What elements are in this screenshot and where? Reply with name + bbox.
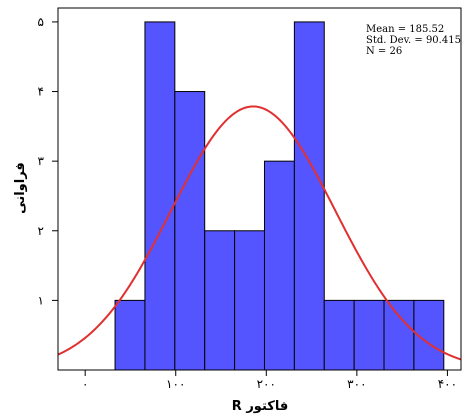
y-tick-label: ۲ (38, 224, 44, 238)
x-tick-label: ۱۰۰ (166, 377, 185, 391)
histogram-bar-4 (204, 230, 236, 371)
histogram-bar-8 (323, 299, 355, 371)
y-tick-label: ۱ (38, 293, 44, 307)
histogram-bar-5 (234, 230, 265, 371)
histogram-bar-7 (293, 21, 325, 371)
stats-n: N = 26 (366, 46, 402, 57)
x-axis-title: فاکتور R (232, 399, 288, 414)
histogram-bar-6 (263, 160, 295, 371)
histogram-bar-2 (144, 21, 176, 371)
plot-frame (57, 7, 462, 371)
x-tick-label: ۴۰۰ (438, 377, 457, 391)
x-tick-label: ۲۰۰ (257, 377, 276, 391)
histogram-bar-1 (114, 299, 146, 371)
x-tick-label: ۰ (82, 377, 88, 391)
y-tick-label: ۳ (38, 154, 45, 168)
stats-box: Mean = 185.52 Std. Dev. = 90.415 N = 26 (366, 24, 461, 57)
normal-curve (57, 105, 462, 361)
histogram-bar-10 (383, 299, 415, 371)
histogram-bar-9 (353, 299, 385, 371)
x-axis: ۰ ۱۰۰ ۲۰۰ ۳۰۰ ۴۰۰ (82, 370, 457, 391)
y-axis: ۱ ۲ ۳ ۴ ۵ (38, 15, 58, 307)
y-tick-label: ۵ (38, 15, 44, 29)
y-tick-label: ۴ (38, 85, 44, 99)
y-axis-title: فراوانی (13, 162, 28, 214)
x-tick-label: ۳۰۰ (347, 377, 366, 391)
stats-std-dev: Std. Dev. = 90.415 (366, 35, 461, 46)
histogram-bars (114, 21, 445, 371)
histogram-bar-3 (174, 91, 206, 371)
stats-mean: Mean = 185.52 (366, 24, 444, 35)
